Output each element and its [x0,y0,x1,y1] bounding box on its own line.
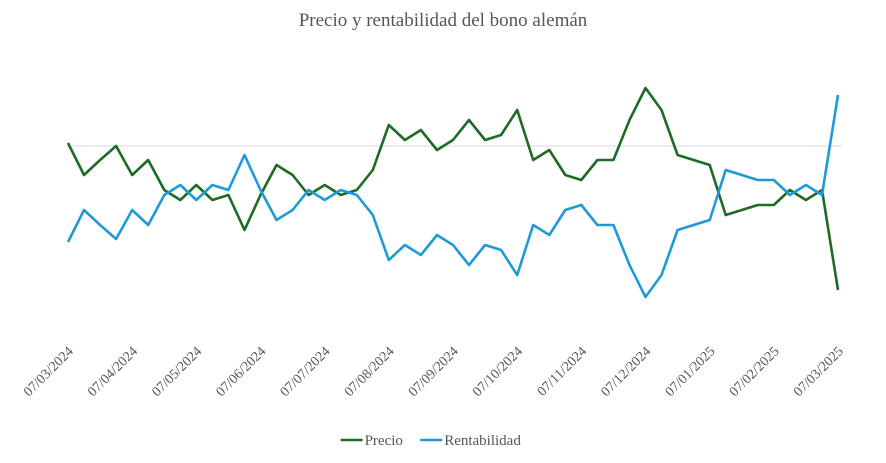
x-tick-label: 07/02/2025 [727,344,783,400]
x-tick-label: 07/06/2024 [214,344,270,400]
x-tick-label: 07/11/2024 [535,344,590,399]
legend-label: Rentabilidad [444,433,521,449]
x-tick-label: 07/07/2024 [278,344,334,400]
x-tick-label: 07/05/2024 [149,344,205,400]
series-line [66,94,840,299]
x-tick-label: 07/12/2024 [599,344,655,400]
x-tick-label: 07/01/2025 [663,344,719,400]
series-line [66,86,840,291]
x-tick-label: 07/03/2024 [21,344,77,400]
x-tick-label: 07/10/2024 [470,344,526,400]
x-tick-label: 07/04/2024 [85,344,141,400]
x-tick-label: 07/08/2024 [342,344,398,400]
x-tick-label: 07/03/2025 [791,344,847,400]
x-tick-label: 07/09/2024 [406,344,462,400]
chart-title: Precio y rentabilidad del bono alemán [299,10,588,31]
legend-label: Precio [365,433,403,449]
